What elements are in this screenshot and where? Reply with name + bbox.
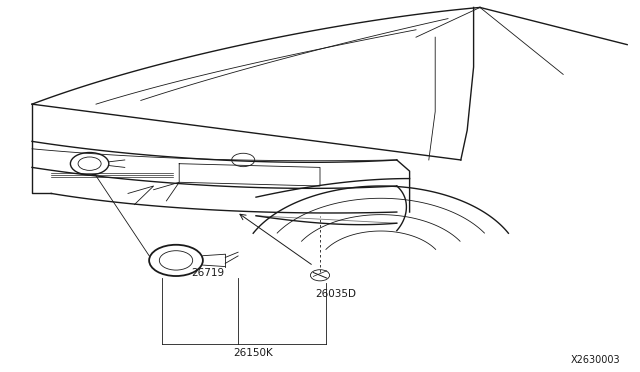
Text: X2630003: X2630003 bbox=[571, 355, 621, 365]
Text: 26150K: 26150K bbox=[233, 348, 273, 357]
Text: 26719: 26719 bbox=[191, 269, 225, 278]
Text: 26035D: 26035D bbox=[316, 289, 356, 299]
